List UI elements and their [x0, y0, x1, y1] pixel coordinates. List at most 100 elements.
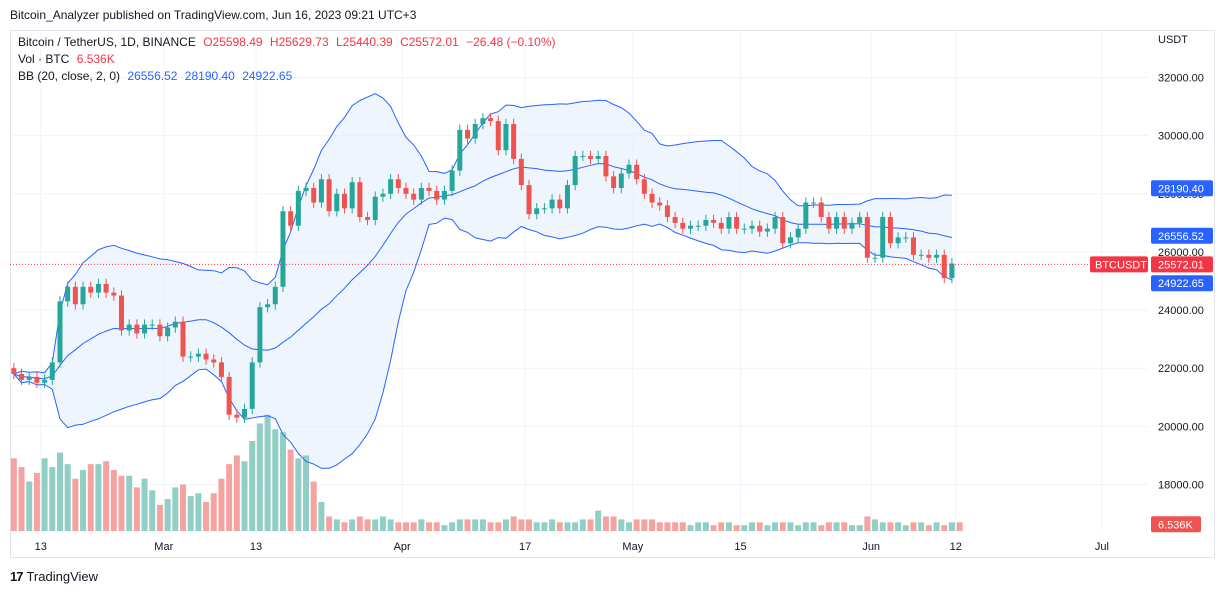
candle-body: [818, 202, 824, 218]
candle-body: [557, 199, 563, 209]
candle-body: [72, 286, 78, 305]
x-tick-label: 13: [250, 541, 262, 553]
chart-frame[interactable]: [10, 30, 1215, 558]
candle-body: [611, 176, 617, 188]
symbol-tag: [1090, 256, 1148, 273]
volume-bar: [195, 493, 202, 531]
candle-body: [441, 190, 447, 200]
candle-body: [595, 156, 601, 159]
volume-bar: [233, 455, 240, 531]
y-tick-label: 24000.00: [1158, 305, 1204, 317]
volume-bar: [887, 522, 894, 531]
candle-body: [465, 129, 471, 139]
price-tag: [1151, 180, 1213, 197]
candle-body: [65, 286, 71, 302]
candle-body: [103, 283, 109, 293]
candle-body: [349, 182, 355, 209]
candle-body: [641, 179, 647, 194]
volume-bar: [479, 519, 486, 531]
bollinger-middle-line: [13, 163, 953, 380]
volume-bar: [864, 516, 871, 531]
candle-body: [42, 379, 48, 383]
candle-body: [372, 196, 378, 220]
volume-bar: [356, 516, 363, 531]
volume-bar: [533, 522, 540, 531]
volume-bar: [810, 522, 817, 531]
candle-body: [503, 124, 509, 151]
volume-bar: [610, 516, 617, 531]
volume-bar: [841, 522, 848, 531]
x-tick-label: 12: [950, 541, 962, 553]
volume-bar: [287, 449, 294, 531]
candle-body: [180, 321, 186, 357]
candle-body: [249, 362, 255, 409]
volume-bar: [918, 522, 925, 531]
candle-body: [734, 217, 740, 229]
price-tag-label: 26556.52: [1158, 231, 1204, 243]
volume-bar: [33, 472, 40, 531]
volume-bar: [948, 522, 955, 531]
footer-brand[interactable]: 17 TradingView: [10, 569, 98, 584]
candle-body: [695, 225, 701, 227]
volume-bar: [579, 519, 586, 531]
y-tick-label: 22000.00: [1158, 363, 1204, 375]
candle-body: [11, 368, 17, 375]
volume-bar: [387, 519, 394, 531]
volume-bar: [333, 519, 340, 531]
volume-bar: [10, 458, 17, 531]
volume-bar: [87, 464, 94, 531]
volume-bar: [326, 516, 333, 531]
x-tick-label: May: [622, 541, 643, 553]
candle-body: [603, 156, 609, 177]
x-tick-label: Apr: [394, 541, 411, 553]
volume-bar: [587, 519, 594, 531]
volume-bar: [72, 478, 79, 531]
candle-body: [749, 225, 755, 229]
volume-bar: [426, 522, 433, 531]
candle-body: [218, 362, 224, 377]
y-tick-label: 30000.00: [1158, 131, 1204, 143]
volume-bar: [395, 522, 402, 531]
volume-bar: [572, 522, 579, 531]
candle-body: [457, 129, 463, 171]
volume-bar: [318, 501, 325, 531]
candle-body: [272, 286, 278, 305]
candle-body: [564, 185, 570, 209]
candle-body: [326, 179, 332, 212]
volume-bar: [687, 525, 694, 531]
candle-body: [857, 217, 863, 223]
candle-body: [172, 321, 178, 328]
volume-bar: [80, 469, 87, 531]
volume-bar: [472, 519, 479, 531]
candle-body: [188, 356, 194, 358]
candle-body: [142, 324, 148, 334]
volume-bar: [164, 499, 171, 531]
candle-body: [380, 193, 386, 197]
candle-body: [365, 217, 371, 220]
volume-bar: [602, 516, 609, 531]
candle-body: [288, 211, 294, 226]
volume-bar: [833, 522, 840, 531]
candle-body: [918, 254, 924, 256]
volume-bar: [279, 432, 286, 531]
candle-body: [403, 187, 409, 194]
candle-body: [80, 286, 86, 305]
volume-bar: [241, 461, 248, 531]
price-tag-label: 24922.65: [1158, 278, 1204, 290]
candle-body: [711, 219, 717, 223]
volume-bar: [848, 525, 855, 531]
candle-body: [280, 211, 286, 287]
candle-body: [472, 124, 478, 139]
candle-body: [434, 190, 440, 200]
volume-bar: [787, 522, 794, 531]
candle-body: [495, 121, 501, 151]
candle-body: [265, 304, 271, 308]
volume-bar: [733, 525, 740, 531]
volume-bar: [618, 519, 625, 531]
volume-bar: [895, 522, 902, 531]
candle-body: [449, 170, 455, 191]
candle-body: [195, 353, 201, 357]
candle-body: [672, 217, 678, 223]
candle-body: [834, 217, 840, 229]
